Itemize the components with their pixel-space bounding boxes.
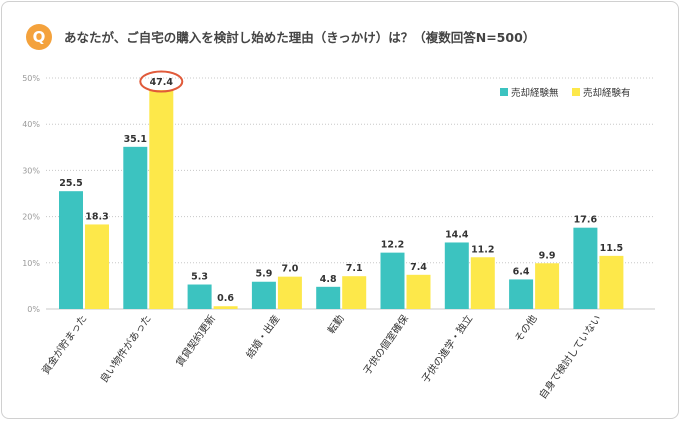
bar-value-label: 7.0	[281, 264, 298, 275]
category-label: 良い物件があった	[97, 312, 154, 385]
bar-value-label: 6.4	[513, 266, 530, 277]
bar	[406, 274, 431, 309]
category-label: 子供の進学・独立	[419, 312, 476, 385]
bar	[470, 257, 495, 309]
y-tick-label: 40%	[22, 120, 40, 129]
bar	[509, 279, 534, 309]
bar-value-label: 18.3	[85, 211, 108, 222]
legend-label: 売却経験有	[583, 87, 631, 99]
question-title: あなたが、ご自宅の購入を検討し始めた理由（きっかけ）は？（複数回答N=500）	[64, 30, 536, 45]
bar-value-label: 5.9	[255, 269, 272, 280]
bar-value-label: 11.5	[600, 243, 623, 254]
bar	[535, 263, 560, 309]
bar	[380, 252, 405, 309]
category-label: 資金が貯まった	[39, 312, 90, 376]
y-tick-label: 50%	[22, 74, 40, 83]
category-label: 子供の個室確保	[360, 312, 411, 377]
y-tick-label: 20%	[22, 213, 40, 222]
bar-value-label: 5.3	[191, 272, 208, 283]
bar	[342, 276, 367, 309]
bar-value-label: 17.6	[574, 215, 598, 226]
y-tick-label: 0%	[27, 305, 40, 314]
bar-value-label: 7.4	[410, 262, 427, 273]
bar	[251, 281, 276, 309]
bar	[59, 191, 83, 309]
legend-swatch	[500, 88, 508, 96]
highlight-circle	[139, 70, 184, 93]
bar	[187, 284, 212, 309]
bar	[123, 146, 148, 309]
bar-value-label: 11.2	[471, 244, 494, 255]
bar-value-label: 12.2	[381, 240, 404, 251]
bar-value-label: 47.4	[150, 77, 174, 88]
legend-swatch	[572, 88, 580, 96]
bar-value-label: 9.9	[539, 250, 556, 261]
bar	[149, 90, 174, 310]
bar-value-label: 14.4	[445, 229, 469, 240]
bar	[85, 224, 109, 309]
bar	[599, 255, 624, 309]
legend-label: 売却経験無	[511, 87, 559, 99]
bar-value-label: 35.1	[124, 134, 147, 145]
bar	[573, 227, 598, 309]
bar	[213, 306, 238, 309]
bar-value-label: 0.6	[217, 293, 234, 304]
y-tick-label: 30%	[22, 166, 40, 175]
category-label: 賃貸契約更新	[173, 312, 218, 369]
bar-value-label: 7.1	[346, 263, 363, 274]
category-label: その他	[512, 312, 540, 344]
category-label: 自身で検討していない	[536, 312, 604, 401]
y-tick-label: 10%	[22, 259, 40, 268]
bar	[277, 276, 302, 309]
bar	[316, 286, 341, 309]
category-label: 結婚・出産	[243, 312, 282, 360]
question-badge: Q	[26, 24, 52, 50]
bar-value-label: 4.8	[320, 274, 337, 285]
category-label: 転勤	[325, 312, 347, 336]
bar	[444, 242, 469, 309]
bar-value-label: 25.5	[59, 178, 82, 189]
